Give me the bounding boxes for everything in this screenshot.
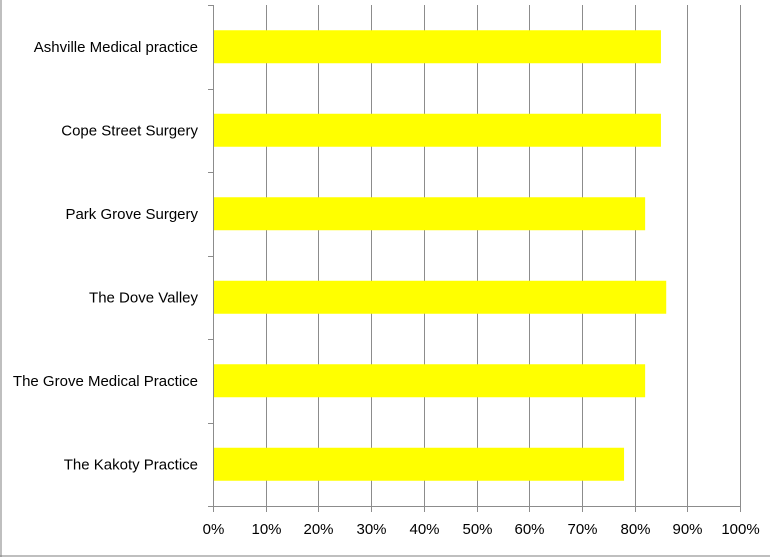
x-tick-label-10: 100% (721, 521, 759, 538)
category-label-1: Ashville Medical practice (34, 39, 198, 56)
category-label-4: The Dove Valley (89, 289, 198, 306)
bar-2 (214, 113, 661, 147)
x-tick-label-1: 10% (251, 521, 281, 538)
bar-1 (214, 30, 661, 64)
x-tick-label-0: 0% (203, 521, 225, 538)
category-label-2: Cope Street Surgery (61, 122, 198, 139)
x-tick-label-2: 20% (303, 521, 333, 538)
bar-3 (214, 197, 646, 231)
x-tick-label-4: 40% (409, 521, 439, 538)
category-label-6: The Kakoty Practice (64, 456, 198, 473)
x-tick-label-7: 70% (567, 521, 597, 538)
x-tick-label-5: 50% (462, 521, 492, 538)
x-tick-label-3: 30% (356, 521, 386, 538)
x-tick-label-9: 90% (672, 521, 702, 538)
category-label-5: The Grove Medical Practice (13, 373, 198, 390)
x-tick-label-6: 60% (514, 521, 544, 538)
bar-4 (214, 280, 667, 314)
bar-5 (214, 364, 646, 398)
category-label-3: Park Grove Surgery (65, 206, 198, 223)
bar-6 (214, 447, 625, 481)
x-tick-label-8: 80% (620, 521, 650, 538)
